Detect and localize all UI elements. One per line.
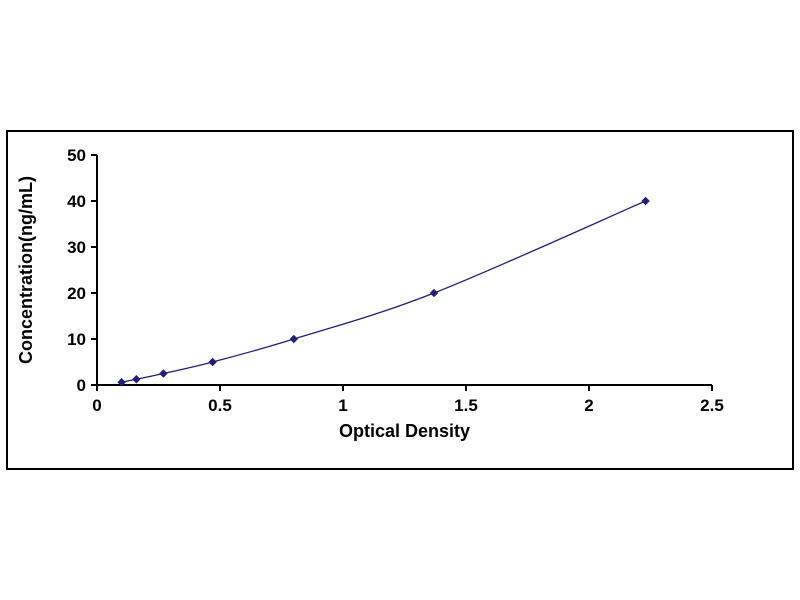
x-tick-label: 0 <box>92 396 101 415</box>
y-tick-label: 50 <box>67 146 86 165</box>
standard-curve-chart: 0 0.5 1 1.5 2 2.5 0 10 20 30 40 50 Optical Density Co… <box>16 146 724 441</box>
x-tick-label: 0.5 <box>208 396 232 415</box>
y-tick-label: 10 <box>67 330 86 349</box>
y-axis-title: Concentration(ng/mL) <box>16 176 36 364</box>
data-point-marker <box>132 375 141 384</box>
axes <box>96 155 712 386</box>
data-point-marker <box>289 334 298 344</box>
x-tick-label: 1.5 <box>454 396 478 415</box>
x-axis-title: Optical Density <box>339 421 470 441</box>
data-point-marker <box>429 288 439 298</box>
curve-line <box>121 200 646 383</box>
data-point-marker <box>117 378 126 387</box>
y-tick-label: 0 <box>77 376 86 395</box>
x-tick-label: 1 <box>338 396 347 415</box>
y-tick-label: 20 <box>67 284 86 303</box>
x-tick-label: 2 <box>584 396 593 415</box>
y-tick-label: 30 <box>67 238 86 257</box>
y-tick-label: 40 <box>67 192 86 211</box>
data-point-marker <box>641 196 650 206</box>
data-point-marker <box>208 357 217 367</box>
x-tick-label: 2.5 <box>700 396 724 415</box>
chart-panel: 0 0.5 1 1.5 2 2.5 0 10 20 30 40 50 Optical Density Co… <box>6 130 794 470</box>
data-point-marker <box>159 369 168 378</box>
